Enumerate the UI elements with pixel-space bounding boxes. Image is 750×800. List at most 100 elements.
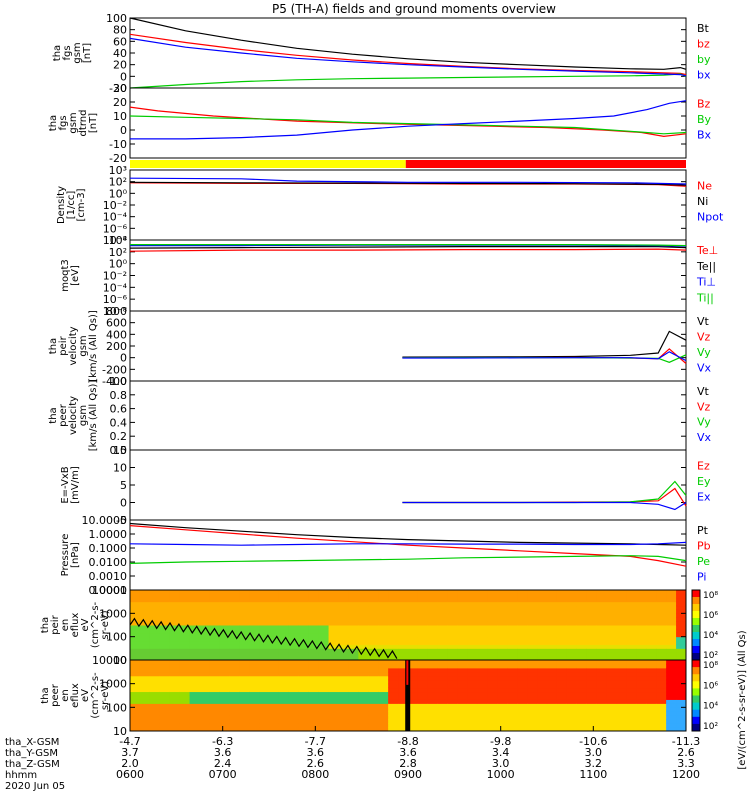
- x-tick-label: 3.3: [677, 757, 695, 770]
- y-tick-label: 0.8: [110, 389, 128, 402]
- y-tick-label: 0: [120, 70, 127, 83]
- y-tick-label: 40: [113, 47, 127, 60]
- legend-Vx: Vx: [697, 431, 712, 444]
- legend-Ti||: Ti||: [696, 291, 714, 304]
- x-row-label: hhmm: [5, 770, 37, 781]
- x-tick-label: -9.8: [490, 735, 511, 748]
- legend-Ti⊥: Ti⊥: [696, 276, 716, 289]
- x-tick-label: 1200: [672, 768, 700, 781]
- x-tick-label: 2.4: [214, 757, 232, 770]
- panels: 100806040200-20thafgsgsm[nT]Btbzbybx3020…: [40, 12, 748, 770]
- series-bx: [129, 37, 687, 77]
- legend-By: By: [697, 113, 712, 126]
- x-tick-label: -10.6: [579, 735, 607, 748]
- y-tick-label: 10³: [109, 164, 127, 177]
- y-tick-label: 0.2: [110, 430, 128, 443]
- y-tick-label: -200: [102, 363, 127, 376]
- x-tick-label: 3.0: [585, 746, 603, 759]
- x-row-label: tha_X-GSM: [5, 737, 59, 748]
- legend-Vx: Vx: [697, 362, 712, 375]
- x-tick-label: 0900: [394, 768, 422, 781]
- panel-peir-velocity: 8006004002000-200-400thapeirvelocitygsm[…: [48, 305, 712, 388]
- x-tick-label: -4.7: [119, 735, 140, 748]
- peer-velocity-ylabel: thapeervelocitygsm[km/s (All Qs)]: [48, 380, 99, 452]
- y-tick-label: 600: [106, 317, 127, 330]
- x-tick-label: 1000: [487, 768, 515, 781]
- mode-segment-1: [405, 160, 686, 168]
- y-tick-label: 10⁻⁶: [103, 222, 128, 235]
- y-tick-label: 1000: [99, 678, 127, 691]
- x-tick-label: 3.2: [585, 757, 603, 770]
- fgs-gsm-detrend-ylabel: thafgsgsmdtrnd[nT]: [48, 110, 99, 137]
- peir-velocity-ylabel: thapeirvelocitygsm[km/s (All Qs)]: [48, 310, 99, 382]
- x-tick-label: 0600: [116, 768, 144, 781]
- y-tick-label: 800: [106, 305, 127, 318]
- peir-en-eflux-colorbar: 10⁸ 10⁶ 10⁴ 10² [eV/(cm^2-s-sr-eV)] (All Qs): [691, 589, 748, 770]
- y-tick-label: 100: [106, 12, 127, 25]
- series-Ex: [402, 501, 687, 511]
- peir-en-eflux-spectrogram: [129, 590, 687, 661]
- legend-Te⊥: Te⊥: [696, 244, 718, 257]
- legend-Pb: Pb: [697, 540, 711, 553]
- colorbar-tick: 10⁴: [703, 631, 718, 641]
- legend-Vt: Vt: [697, 315, 710, 328]
- colorbar-tick: 10⁸: [703, 591, 718, 601]
- panel-peir-en-eflux: 10⁸ 10⁶ 10⁴ 10² [eV/(cm^2-s-sr-eV)] (All Qs)…: [40, 584, 748, 770]
- y-tick-label: 0.0010: [89, 570, 128, 583]
- legend-bz: bz: [697, 38, 710, 51]
- x-tick-label: 3.7: [121, 746, 139, 759]
- legend-Npot: Npot: [697, 210, 724, 223]
- x-row-label: tha_Y-GSM: [5, 748, 58, 759]
- y-tick-label: 10⁻⁶: [103, 293, 128, 306]
- legend-Ey: Ey: [697, 475, 711, 488]
- series-Te⊥: [129, 248, 687, 252]
- y-tick-label: 10⁻⁴: [103, 211, 128, 224]
- series-Pi: [129, 541, 687, 546]
- x-tick-label: 2.6: [307, 757, 325, 770]
- x-tick-label: 3.0: [492, 757, 510, 770]
- y-tick-label: 10²: [109, 176, 127, 189]
- x-tick-label: 0800: [301, 768, 329, 781]
- x-tick-label: -11.3: [672, 735, 700, 748]
- x-tick-label: 3.4: [492, 746, 510, 759]
- y-tick-label: 10⁰: [109, 258, 128, 271]
- y-tick-label: 0.6: [110, 403, 128, 416]
- series-Bz: [129, 106, 687, 138]
- x-tick-label: 0700: [209, 768, 237, 781]
- y-tick-label: 0: [120, 124, 127, 137]
- colorbar-tick: 10⁶: [703, 611, 718, 621]
- series-Vx: [402, 351, 687, 362]
- y-tick-label: 10⁻⁴: [103, 281, 128, 294]
- y-tick-label: 10²: [109, 246, 127, 259]
- y-tick-label: 10000: [92, 654, 127, 667]
- legend-Vz: Vz: [697, 400, 711, 413]
- x-tick-label: 3.6: [399, 746, 417, 759]
- series-Pe: [129, 555, 687, 564]
- figure-title: P5 (TH-A) fields and ground moments over…: [272, 2, 556, 16]
- x-tick-label: 2.6: [677, 746, 695, 759]
- y-tick-label: 10⁻⁸: [103, 234, 128, 247]
- series-Ey: [402, 480, 687, 504]
- y-tick-label: 10: [113, 462, 127, 475]
- series-Ti||: [130, 244, 687, 247]
- panel-mode-bar: [130, 160, 686, 168]
- y-tick-label: 0.0: [110, 444, 128, 457]
- series-Pt: [129, 522, 687, 546]
- legend-Te||: Te||: [696, 260, 716, 273]
- series-Npot: [129, 177, 687, 185]
- series-by: [129, 73, 687, 89]
- y-tick-label: 1000: [99, 607, 127, 620]
- y-tick-label: 100: [106, 701, 127, 714]
- legend-Vy: Vy: [697, 346, 711, 359]
- y-tick-label: 1.0000: [89, 528, 128, 541]
- y-tick-label: 10⁻²: [103, 199, 127, 212]
- pressure-ylabel: Pressure[nPa]: [60, 534, 81, 577]
- y-tick-label: 10⁰: [109, 187, 128, 200]
- y-tick-label: 5: [120, 479, 127, 492]
- peir-velocity-frame: [129, 310, 687, 382]
- legend-Ez: Ez: [697, 459, 710, 472]
- legend-Pe: Pe: [697, 555, 710, 568]
